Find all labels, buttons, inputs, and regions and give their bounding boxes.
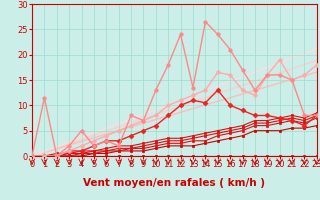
X-axis label: Vent moyen/en rafales ( km/h ): Vent moyen/en rafales ( km/h ) — [84, 178, 265, 188]
